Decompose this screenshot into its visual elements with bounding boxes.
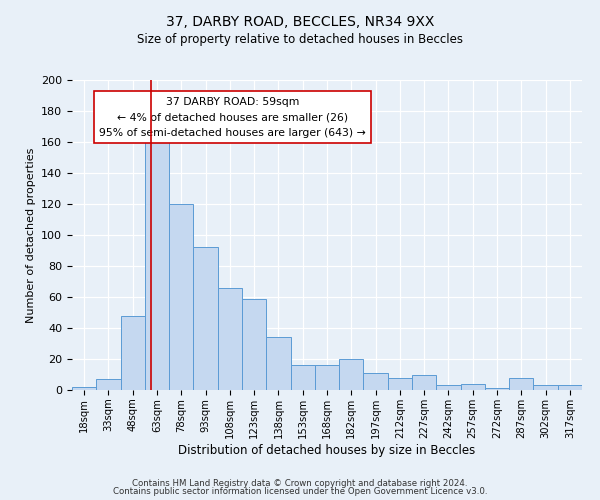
- Bar: [145, 131, 169, 390]
- Bar: [193, 248, 218, 390]
- Bar: [339, 359, 364, 390]
- Text: Contains HM Land Registry data © Crown copyright and database right 2024.: Contains HM Land Registry data © Crown c…: [132, 478, 468, 488]
- Text: Contains public sector information licensed under the Open Government Licence v3: Contains public sector information licen…: [113, 488, 487, 496]
- Bar: [96, 379, 121, 390]
- Bar: [461, 384, 485, 390]
- Bar: [364, 373, 388, 390]
- Text: Size of property relative to detached houses in Beccles: Size of property relative to detached ho…: [137, 32, 463, 46]
- Bar: [121, 316, 145, 390]
- Bar: [169, 204, 193, 390]
- Y-axis label: Number of detached properties: Number of detached properties: [26, 148, 35, 322]
- Bar: [242, 298, 266, 390]
- Bar: [509, 378, 533, 390]
- Text: 37, DARBY ROAD, BECCLES, NR34 9XX: 37, DARBY ROAD, BECCLES, NR34 9XX: [166, 15, 434, 29]
- X-axis label: Distribution of detached houses by size in Beccles: Distribution of detached houses by size …: [178, 444, 476, 456]
- Bar: [558, 386, 582, 390]
- Bar: [290, 365, 315, 390]
- Bar: [315, 365, 339, 390]
- Text: 37 DARBY ROAD: 59sqm
← 4% of detached houses are smaller (26)
95% of semi-detach: 37 DARBY ROAD: 59sqm ← 4% of detached ho…: [99, 96, 366, 138]
- Bar: [485, 388, 509, 390]
- Bar: [266, 338, 290, 390]
- Bar: [412, 374, 436, 390]
- Bar: [436, 386, 461, 390]
- Bar: [388, 378, 412, 390]
- Bar: [533, 386, 558, 390]
- Bar: [218, 288, 242, 390]
- Bar: [72, 387, 96, 390]
